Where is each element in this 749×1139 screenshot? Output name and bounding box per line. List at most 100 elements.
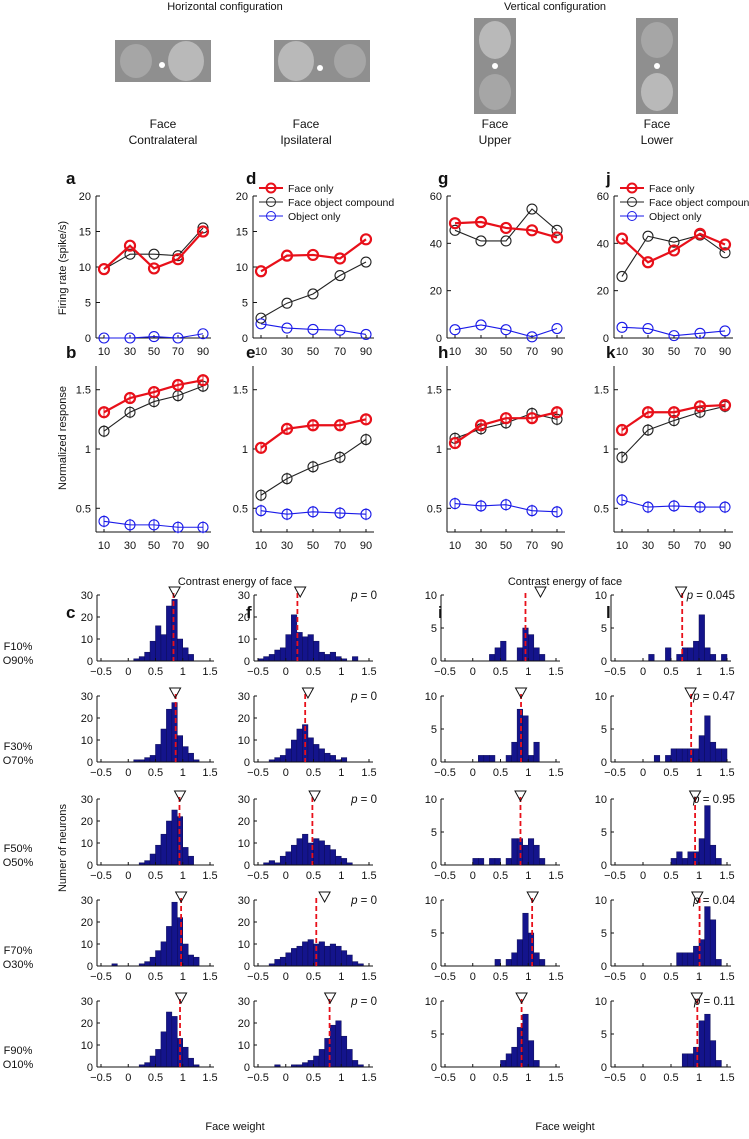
x-tick-label: 30 [124, 540, 136, 552]
point-face_only [196, 225, 210, 238]
series-line-compound [621, 234, 726, 277]
histogram-bar [313, 744, 320, 763]
histogram-bar [539, 654, 546, 662]
row-label: F30% [4, 741, 33, 753]
x-tick-label: 1 [525, 1072, 531, 1084]
histogram-bar [177, 735, 184, 763]
y-tick-label: 5 [431, 623, 437, 635]
face-image [479, 21, 511, 59]
y-tick-label: 40 [430, 238, 442, 250]
x-tick-label: 0 [640, 767, 646, 779]
y-tick-label: 20 [597, 286, 609, 298]
panel-letter: k [606, 343, 616, 362]
histogram-bar [539, 959, 546, 967]
x-tick-label: 1.5 [548, 971, 563, 983]
histogram-bar [144, 961, 151, 967]
legend-label-object_only: Object only [288, 211, 341, 223]
histogram-bar [709, 1040, 717, 1068]
histogram-bar [182, 746, 189, 763]
x-tick-label: 30 [642, 540, 654, 552]
series-line-face_only [454, 220, 558, 239]
x-tick-label: 0 [125, 870, 131, 882]
x-tick-label: 0 [283, 1072, 289, 1084]
x-tick-label: 50 [500, 346, 512, 358]
x-tick-label: 70 [172, 346, 184, 358]
point-face_only [641, 256, 655, 269]
x-tick-label: 70 [334, 346, 346, 358]
x-tick-label: 0.5 [663, 1072, 678, 1084]
histogram-bar [268, 654, 275, 662]
histogram-bar [709, 741, 717, 763]
legend-marker-face_only [265, 182, 277, 194]
histogram-bar [352, 656, 359, 662]
x-tick-label: 90 [719, 540, 731, 552]
face-image [278, 41, 314, 81]
x-tick-label: 0 [283, 870, 289, 882]
condition-label: Face [293, 117, 320, 131]
y-tick-label: 20 [238, 1018, 250, 1030]
point-compound [255, 312, 267, 324]
x-tick-label: 1.5 [548, 666, 563, 678]
panel-letter: c [66, 603, 75, 622]
x-tick-label: 0.5 [663, 666, 678, 678]
x-tick-label: 1.5 [548, 1072, 563, 1084]
histogram-bar [704, 1013, 711, 1068]
x-tick-label: 10 [449, 346, 461, 358]
histogram-bar [263, 656, 270, 662]
row-label: F90% [4, 1045, 33, 1057]
x-tick-label: −0.5 [604, 1072, 626, 1084]
mean-triangle-icon [174, 891, 188, 904]
y-tick-label: 10 [236, 262, 248, 274]
panel-h: h 0.5 1 1.5 10 30 50 70 90 [427, 343, 565, 552]
histogram-bar [352, 1060, 359, 1068]
panel-e: e 0.5 1 1.5 10 30 50 70 90 [233, 343, 374, 552]
y-tick-label: 5 [601, 1029, 607, 1041]
p-value: p = 0.045 [686, 590, 735, 602]
p-value: p = 0 [350, 590, 377, 602]
x-tick-label: 70 [694, 540, 706, 552]
histogram-bar [318, 651, 325, 662]
panel-letter: i [438, 603, 443, 622]
histogram-bar [329, 651, 336, 662]
x-tick-label: 1.5 [719, 971, 734, 983]
histogram-bar [296, 945, 303, 967]
x-tick-label: 0.5 [148, 971, 163, 983]
mean-triangle-icon [174, 992, 188, 1005]
histogram-bar [155, 950, 162, 967]
histogram-bar [709, 654, 717, 662]
point-face_only [718, 238, 732, 251]
x-tick-label: −0.5 [604, 666, 626, 678]
point-compound [668, 236, 680, 248]
condition-label: Lower [641, 133, 674, 147]
x-tick-label: 0.5 [148, 1072, 163, 1084]
y-tick-label: 20 [430, 286, 442, 298]
row-label: O30% [3, 959, 34, 971]
histogram-bar [149, 1055, 156, 1068]
series-line-compound [260, 439, 367, 496]
x-tick-label: 70 [172, 540, 184, 552]
x-tick-label: 1 [525, 767, 531, 779]
histogram-bar [268, 860, 275, 866]
y-tick-label: 5 [431, 827, 437, 839]
y-tick-label: 0.5 [233, 503, 248, 515]
condition-label: Face [150, 117, 177, 131]
y-tick-label: 0 [431, 860, 437, 872]
legend-marker-compound [627, 197, 637, 207]
point-face_only [280, 249, 294, 262]
histogram-bar [144, 1062, 151, 1068]
p-value: p = 0 [350, 691, 377, 703]
point-object_only [255, 318, 267, 330]
legend-marker-compound [266, 197, 276, 207]
x-tick-label: 50 [148, 346, 160, 358]
y-tick-label: 0 [242, 333, 248, 345]
y-tick-label: 5 [601, 928, 607, 940]
x-tick-label: 1 [525, 971, 531, 983]
histogram-bar [171, 1016, 178, 1068]
mean-triangle-icon [684, 687, 697, 700]
panel-letter: d [246, 169, 256, 188]
histogram-bar [653, 755, 661, 763]
x-tick-label: 1 [180, 767, 186, 779]
